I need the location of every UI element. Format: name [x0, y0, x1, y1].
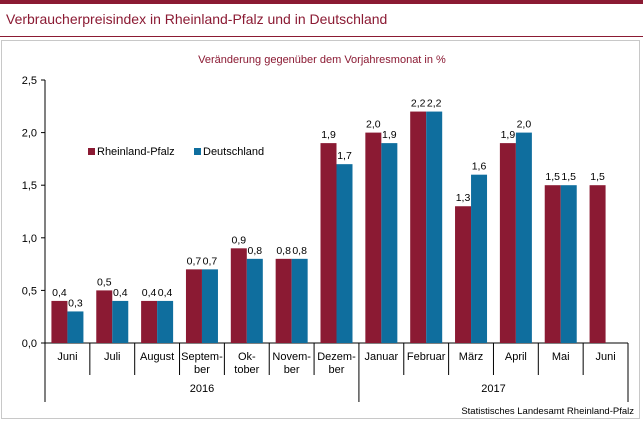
data-label: 2,2: [427, 98, 442, 110]
data-label: 0,7: [203, 255, 218, 267]
bar-deutschland: [336, 164, 353, 343]
bar-deutschland: [112, 300, 129, 343]
x-category-label: Februar: [407, 351, 446, 363]
x-category-label: ber: [329, 364, 345, 376]
x-category-label: Juni: [595, 351, 615, 363]
x-category-label: Novem-: [272, 351, 311, 363]
x-category-label: Septem-: [181, 351, 223, 363]
bar-rheinland-pfalz: [499, 143, 516, 343]
data-label: 0,9: [232, 234, 247, 246]
x-category-label: Juli: [104, 351, 121, 363]
data-label: 0,4: [142, 287, 157, 299]
data-label: 0,4: [113, 287, 128, 299]
chart-subtitle: Veränderung gegenüber dem Vorjahresmonat…: [198, 54, 446, 66]
bar-deutschland: [246, 258, 263, 343]
x-category-label: Dezem-: [317, 351, 356, 363]
source-note: Statistisches Landesamt Rheinland-Pfalz: [461, 406, 634, 417]
chart-panel: [1, 40, 640, 419]
data-label: 1,5: [545, 171, 560, 183]
bar-rheinland-pfalz: [544, 185, 561, 343]
y-tick-label: 1,0: [22, 233, 37, 245]
x-category-label: Ok-: [238, 351, 256, 363]
data-label: 1,6: [472, 161, 487, 173]
year-group-label: 2017: [481, 383, 505, 395]
bar-rheinland-pfalz: [410, 111, 427, 343]
legend-label: Deutschland: [203, 146, 264, 158]
data-label: 1,5: [561, 171, 576, 183]
y-tick-label: 0,5: [22, 285, 37, 297]
bar-rheinland-pfalz: [51, 300, 68, 343]
data-label: 1,5: [590, 171, 605, 183]
data-label: 1,3: [456, 192, 471, 204]
data-label: 0,4: [158, 287, 173, 299]
data-label: 1,9: [382, 129, 397, 141]
legend-swatch: [88, 148, 95, 155]
top-accent-rule: [0, 0, 643, 4]
bar-rheinland-pfalz: [275, 258, 292, 343]
bar-rheinland-pfalz: [455, 206, 472, 343]
data-label: 2,2: [411, 98, 426, 110]
legend-label: Rheinland-Pfalz: [97, 146, 175, 158]
data-label: 0,7: [187, 255, 202, 267]
bar-deutschland: [426, 111, 443, 343]
page-title: Verbraucherpreisindex in Rheinland-Pfalz…: [6, 11, 388, 27]
bar-deutschland: [471, 174, 488, 343]
x-category-label: ber: [284, 364, 300, 376]
x-category-label: August: [140, 351, 174, 363]
data-label: 0,3: [68, 297, 83, 309]
bar-rheinland-pfalz: [365, 132, 382, 343]
x-category-label: Januar: [365, 351, 399, 363]
data-label: 0,8: [276, 245, 291, 257]
bar-rheinland-pfalz: [185, 269, 202, 343]
x-category-label: ber: [194, 364, 210, 376]
title-divider: [0, 36, 643, 37]
data-label: 2,0: [517, 119, 532, 131]
data-label: 0,8: [292, 245, 307, 257]
year-group-label: 2016: [190, 383, 214, 395]
y-tick-label: 1,5: [22, 180, 37, 192]
y-tick-label: 2,0: [22, 128, 37, 140]
bar-rheinland-pfalz: [230, 248, 247, 343]
bar-rheinland-pfalz: [96, 290, 113, 343]
data-label: 1,9: [501, 129, 516, 141]
data-label: 1,9: [321, 129, 336, 141]
legend-swatch: [194, 148, 201, 155]
bar-rheinland-pfalz: [589, 185, 606, 343]
y-tick-label: 0,0: [22, 338, 37, 350]
data-label: 0,8: [248, 245, 263, 257]
bar-deutschland: [560, 185, 577, 343]
x-category-label: Juni: [57, 351, 77, 363]
bar-deutschland: [157, 300, 174, 343]
y-tick-label: 2,5: [22, 75, 37, 87]
bar-rheinland-pfalz: [141, 300, 158, 343]
bar-deutschland: [381, 143, 398, 343]
bar-deutschland: [515, 132, 532, 343]
x-category-label: Mai: [552, 351, 570, 363]
x-category-label: tober: [234, 364, 259, 376]
data-label: 0,4: [52, 287, 67, 299]
x-category-label: März: [459, 351, 483, 363]
data-label: 2,0: [366, 119, 381, 131]
bar-rheinland-pfalz: [320, 143, 337, 343]
data-label: 1,7: [337, 150, 352, 162]
x-category-label: April: [505, 351, 527, 363]
bar-deutschland: [291, 258, 308, 343]
bar-deutschland: [67, 311, 84, 343]
bar-deutschland: [201, 269, 218, 343]
data-label: 0,5: [97, 276, 112, 288]
